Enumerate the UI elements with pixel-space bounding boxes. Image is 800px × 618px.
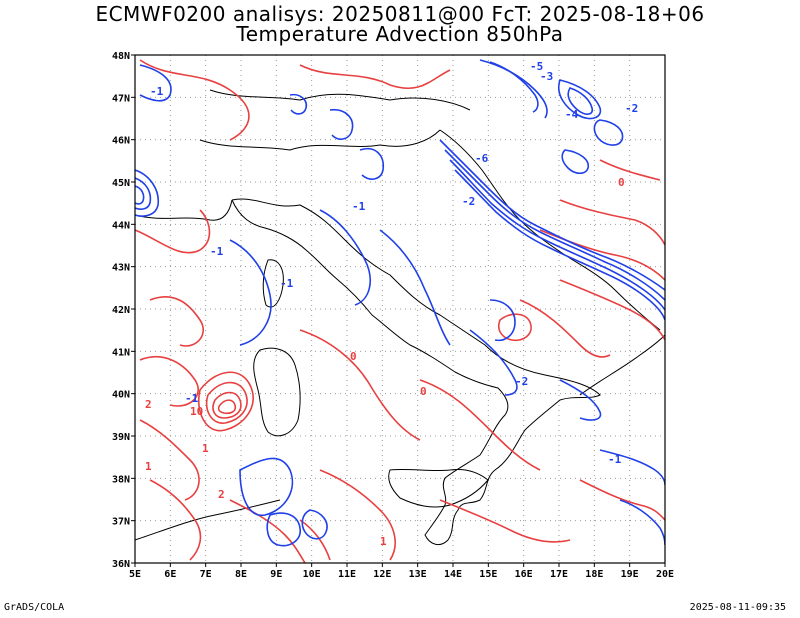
sardinia-coast bbox=[253, 347, 301, 437]
lat-tick-label: 46N bbox=[112, 136, 130, 147]
lat-tick-label: 41N bbox=[112, 347, 130, 358]
lon-tick-label: 6E bbox=[164, 569, 176, 580]
lat-tick-label: 45N bbox=[112, 178, 130, 189]
title-line-2: Temperature Advection 850hPa bbox=[236, 22, 564, 46]
contour-label: -5 bbox=[530, 60, 543, 73]
alps-border bbox=[199, 129, 441, 151]
lon-tick-label: 15E bbox=[479, 569, 497, 580]
negative-contours bbox=[135, 59, 665, 547]
lat-tick-label: 47N bbox=[112, 93, 130, 104]
north-border bbox=[209, 89, 471, 111]
contour-label: 0 bbox=[618, 176, 625, 189]
sicily-coast bbox=[388, 468, 489, 508]
footer-timestamp: 2025-08-11-09:35 bbox=[689, 602, 786, 613]
contour-label: -4 bbox=[565, 108, 579, 121]
lat-tick-label: 42N bbox=[112, 305, 130, 316]
greece-coast bbox=[579, 334, 665, 396]
corsica-coast bbox=[262, 259, 284, 308]
contour-label: -2 bbox=[462, 195, 475, 208]
longitude-axis: 5E 6E 7E 8E 9E 10E 11E 12E 13E 14E 15E 16E 17E 18E 19E… bbox=[129, 563, 674, 580]
lon-tick-label: 20E bbox=[656, 569, 674, 580]
lat-tick-label: 43N bbox=[112, 263, 130, 274]
lat-tick-label: 44N bbox=[112, 220, 130, 231]
contour-label: 2 bbox=[218, 488, 225, 501]
lon-tick-label: 13E bbox=[409, 569, 427, 580]
contour-label: 2 bbox=[145, 398, 152, 411]
footer-credit: GrADS/COLA bbox=[4, 602, 65, 613]
lon-tick-label: 7E bbox=[200, 569, 212, 580]
contour-label: -2 bbox=[515, 375, 528, 388]
contour-field: -1 -1 -1 -1 -2 -3 -4 -5 -6 -1 -2 0 0 0 1… bbox=[135, 59, 665, 563]
contour-label: 10 bbox=[190, 405, 203, 418]
lat-tick-label: 38N bbox=[112, 474, 130, 485]
lat-tick-label: 36N bbox=[112, 559, 130, 570]
france-coast bbox=[135, 199, 233, 221]
lat-tick-label: 40N bbox=[112, 390, 130, 401]
lat-tick-label: 37N bbox=[112, 517, 130, 528]
contour-label: 1 bbox=[145, 460, 152, 473]
contour-label: 1 bbox=[202, 442, 209, 455]
grid-lines bbox=[135, 55, 665, 563]
contour-label: -1 bbox=[150, 85, 164, 98]
lon-tick-label: 14E bbox=[444, 569, 462, 580]
lon-tick-label: 10E bbox=[303, 569, 321, 580]
contour-label: 1 bbox=[380, 535, 387, 548]
africa-coast bbox=[135, 499, 281, 541]
contour-label: 0 bbox=[420, 385, 427, 398]
lon-tick-label: 8E bbox=[235, 569, 247, 580]
contour-label: -1 bbox=[608, 453, 622, 466]
lon-tick-label: 17E bbox=[550, 569, 568, 580]
lon-tick-label: 5E bbox=[129, 569, 141, 580]
contour-label: -1 bbox=[185, 392, 199, 405]
positive-contours bbox=[135, 59, 665, 563]
latitude-axis: 36N 37N 38N 39N 40N 41N 42N 43N 44N 45N 46N 47N 48N bbox=[112, 51, 135, 570]
lon-tick-label: 18E bbox=[585, 569, 603, 580]
lon-tick-label: 19E bbox=[621, 569, 639, 580]
contour-label: -1 bbox=[352, 200, 366, 213]
contour-label: 0 bbox=[350, 350, 357, 363]
lon-tick-label: 12E bbox=[373, 569, 391, 580]
italy-coast bbox=[231, 198, 601, 546]
lon-tick-label: 11E bbox=[338, 569, 356, 580]
lat-tick-label: 48N bbox=[112, 51, 130, 62]
lat-tick-label: 39N bbox=[112, 432, 130, 443]
contour-label: -3 bbox=[540, 70, 553, 83]
lon-tick-label: 9E bbox=[270, 569, 282, 580]
contour-label: -2 bbox=[625, 102, 638, 115]
coastline bbox=[135, 89, 665, 546]
title-line-1: ECMWF0200 analisys: 20250811@00 FcT: 202… bbox=[95, 2, 705, 26]
contour-label: -1 bbox=[280, 277, 294, 290]
contour-labels: -1 -1 -1 -1 -2 -3 -4 -5 -6 -1 -2 0 0 0 1… bbox=[145, 60, 638, 548]
lon-tick-label: 16E bbox=[515, 569, 533, 580]
contour-label: -6 bbox=[475, 152, 489, 165]
contour-label: -1 bbox=[210, 245, 224, 258]
